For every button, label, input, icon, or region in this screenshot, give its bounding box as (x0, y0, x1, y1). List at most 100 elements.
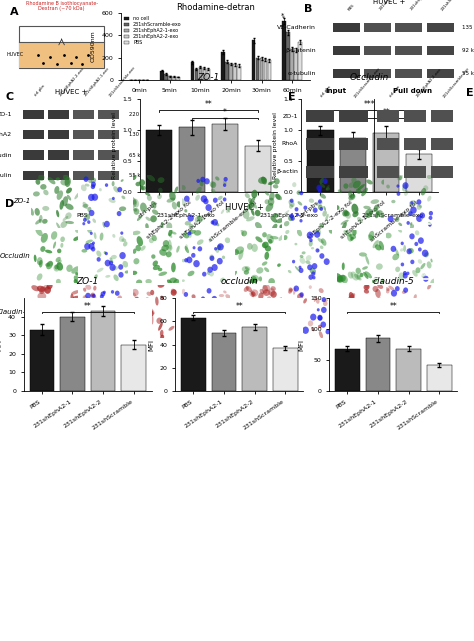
Ellipse shape (294, 243, 297, 246)
Ellipse shape (259, 276, 262, 281)
Ellipse shape (131, 199, 137, 208)
Bar (121, 345, 146, 391)
Title: Occludin: Occludin (350, 73, 390, 82)
Circle shape (203, 199, 209, 204)
Bar (431, 138, 454, 150)
Ellipse shape (242, 231, 247, 237)
Ellipse shape (319, 331, 323, 338)
Circle shape (423, 276, 428, 282)
Ellipse shape (90, 293, 95, 297)
Ellipse shape (151, 201, 156, 208)
Ellipse shape (255, 210, 261, 216)
Text: 55 kDa: 55 kDa (129, 173, 148, 178)
Ellipse shape (365, 313, 371, 322)
Text: β-actin: β-actin (276, 169, 298, 174)
Ellipse shape (83, 288, 86, 292)
Ellipse shape (211, 188, 216, 193)
Bar (207, 69, 210, 80)
Ellipse shape (219, 331, 224, 335)
Circle shape (184, 258, 188, 262)
Ellipse shape (133, 208, 137, 212)
Ellipse shape (398, 222, 402, 226)
Ellipse shape (171, 263, 176, 272)
Ellipse shape (412, 270, 418, 277)
Ellipse shape (45, 286, 51, 294)
Ellipse shape (129, 197, 137, 204)
Ellipse shape (119, 236, 124, 242)
Ellipse shape (93, 286, 97, 290)
Ellipse shape (374, 333, 379, 340)
Ellipse shape (171, 289, 177, 296)
Ellipse shape (223, 290, 227, 294)
Bar (229, 64, 233, 80)
Ellipse shape (60, 200, 64, 210)
Ellipse shape (244, 270, 249, 275)
Ellipse shape (258, 177, 267, 184)
Ellipse shape (380, 212, 387, 218)
Text: 50μm: 50μm (371, 328, 382, 333)
Bar (255, 58, 259, 80)
Ellipse shape (227, 320, 233, 326)
Ellipse shape (336, 275, 343, 283)
Ellipse shape (395, 267, 400, 272)
Circle shape (299, 268, 303, 273)
Circle shape (321, 307, 327, 313)
Circle shape (203, 329, 209, 335)
Ellipse shape (308, 320, 313, 326)
Ellipse shape (73, 310, 77, 318)
Ellipse shape (427, 175, 432, 179)
Ellipse shape (188, 271, 194, 276)
Bar (339, 138, 368, 150)
Ellipse shape (193, 320, 199, 326)
Ellipse shape (271, 216, 277, 222)
Ellipse shape (67, 308, 72, 314)
Ellipse shape (166, 222, 172, 231)
Ellipse shape (295, 266, 300, 272)
Ellipse shape (182, 289, 185, 294)
Title: occludin: occludin (220, 277, 258, 286)
Circle shape (290, 213, 293, 219)
Ellipse shape (326, 185, 329, 190)
Ellipse shape (75, 228, 81, 233)
Ellipse shape (353, 313, 357, 318)
Circle shape (310, 313, 317, 320)
Ellipse shape (250, 197, 255, 204)
Circle shape (201, 297, 205, 301)
Circle shape (393, 304, 399, 310)
Bar (339, 110, 368, 122)
Ellipse shape (160, 296, 164, 300)
Bar (48, 151, 69, 160)
Ellipse shape (183, 232, 189, 238)
Ellipse shape (212, 309, 216, 315)
Ellipse shape (403, 245, 406, 252)
Ellipse shape (56, 210, 59, 217)
Ellipse shape (264, 252, 269, 260)
Ellipse shape (116, 318, 119, 323)
Ellipse shape (33, 192, 40, 197)
Circle shape (422, 328, 427, 332)
Ellipse shape (379, 241, 384, 250)
Ellipse shape (176, 246, 180, 253)
Text: E: E (288, 92, 296, 102)
Bar (29, 329, 54, 391)
Ellipse shape (349, 307, 356, 313)
Circle shape (210, 221, 214, 224)
Bar (431, 166, 454, 178)
Circle shape (207, 288, 211, 294)
Text: PBS: PBS (77, 213, 88, 218)
Text: A: A (9, 8, 18, 17)
Text: B: B (304, 4, 313, 13)
Ellipse shape (73, 279, 77, 283)
Circle shape (397, 192, 401, 196)
Ellipse shape (375, 297, 383, 305)
Ellipse shape (136, 279, 142, 285)
Text: β-Catenin: β-Catenin (285, 48, 316, 53)
Text: 231shEphA2-2-exo: 231shEphA2-2-exo (378, 0, 406, 12)
Circle shape (318, 315, 323, 321)
Circle shape (303, 206, 307, 210)
Ellipse shape (140, 185, 144, 190)
Bar (60, 317, 85, 391)
Y-axis label: Relative protein level: Relative protein level (112, 112, 117, 179)
Circle shape (314, 231, 320, 238)
Circle shape (204, 178, 210, 185)
